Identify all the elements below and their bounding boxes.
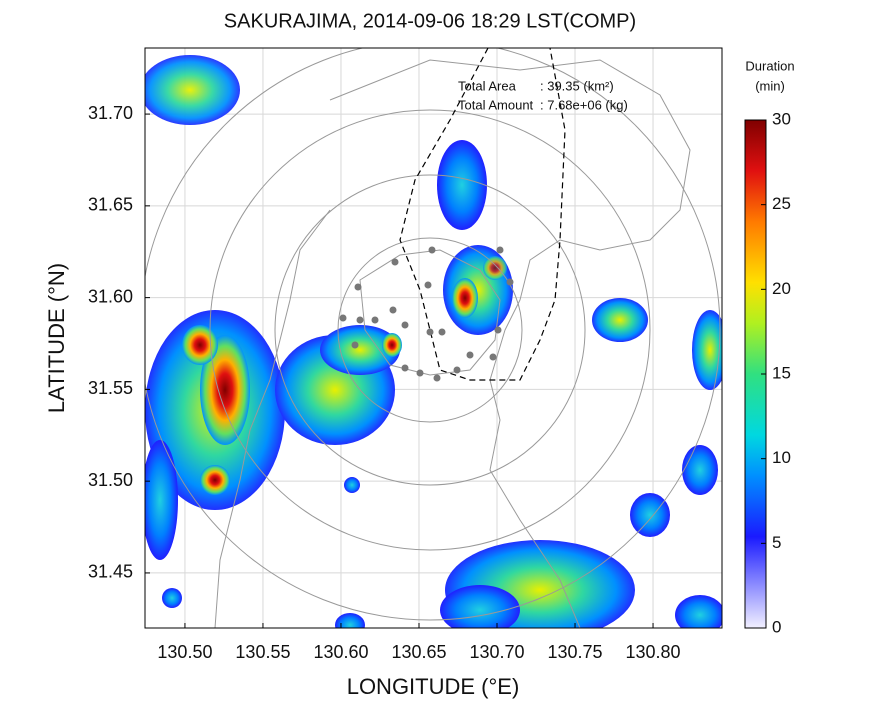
range-rings bbox=[145, 48, 721, 621]
annotation-label: Total Area bbox=[458, 78, 517, 93]
x-tick-label: 130.65 bbox=[391, 642, 446, 662]
colorbar-tick-label: 0 bbox=[772, 617, 781, 636]
y-tick-label: 31.65 bbox=[88, 195, 133, 215]
x-axis-label: LONGITUDE (°E) bbox=[347, 674, 520, 699]
x-tick-label: 130.80 bbox=[626, 642, 681, 662]
annotation-value: : 7.68e+06 (kg) bbox=[540, 97, 628, 112]
colorbar-tick-label: 15 bbox=[772, 363, 791, 382]
title: SAKURAJIMA, 2014-09-06 18:29 LST(COMP) bbox=[224, 10, 636, 32]
y-tick-label: 31.50 bbox=[88, 470, 133, 490]
grid bbox=[145, 48, 722, 628]
y-tick-label: 31.70 bbox=[88, 103, 133, 123]
colorbar-title: Duration bbox=[745, 58, 794, 73]
annotation-value: : 39.35 (km²) bbox=[540, 78, 614, 93]
colorbar-unit: (min) bbox=[755, 78, 785, 93]
x-tick-label: 130.50 bbox=[157, 642, 212, 662]
map-area: Total Area : 39.35 (km²) Total Amount : … bbox=[145, 48, 722, 628]
y-tick-label: 31.60 bbox=[88, 286, 133, 306]
radar-sites bbox=[339, 246, 514, 382]
x-tick-label: 130.75 bbox=[547, 642, 602, 662]
plot-frame bbox=[144, 47, 723, 629]
echo-field bbox=[145, 55, 722, 628]
colorbar-tick-label: 10 bbox=[772, 448, 791, 467]
x-tick-label: 130.70 bbox=[469, 642, 524, 662]
annotation-label: Total Amount bbox=[458, 97, 534, 112]
x-tick-label: 130.60 bbox=[313, 642, 368, 662]
colorbar-tick-label: 20 bbox=[772, 279, 791, 298]
y-tick-label: 31.55 bbox=[88, 378, 133, 398]
colorbar-tick-label: 25 bbox=[772, 194, 791, 213]
y-tick-label: 31.45 bbox=[88, 562, 133, 582]
colorbar-tick-label: 5 bbox=[772, 533, 781, 552]
y-axis-label: LATITUDE (°N) bbox=[44, 263, 69, 413]
x-tick-label: 130.55 bbox=[235, 642, 290, 662]
colorbar-tick-label: 30 bbox=[772, 109, 791, 128]
plume-outline bbox=[399, 48, 566, 381]
coastline bbox=[214, 59, 691, 628]
